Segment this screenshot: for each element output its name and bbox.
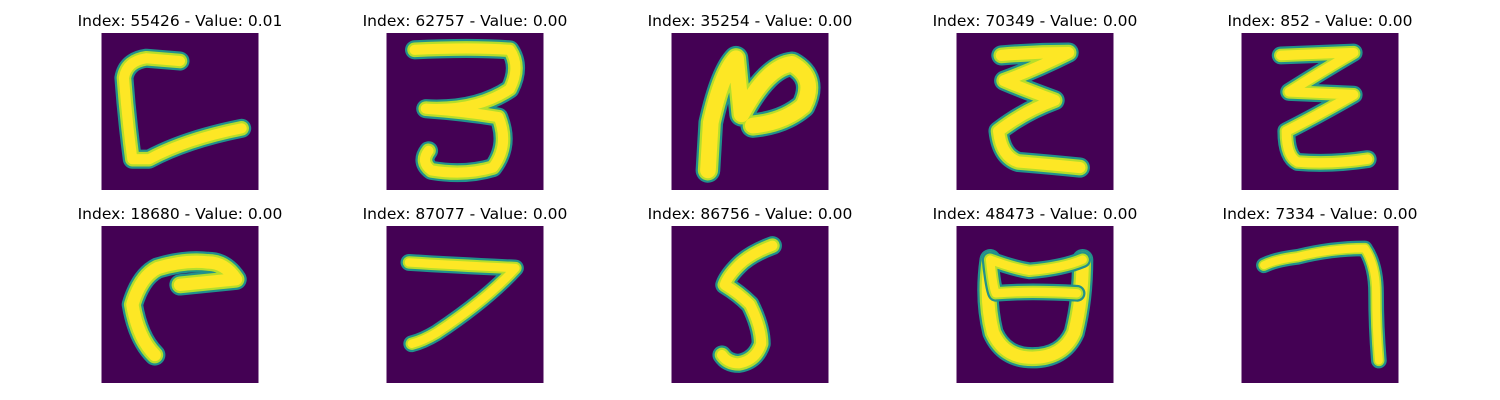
panel-title: Index: 87077 - Value: 0.00: [362, 205, 568, 223]
digit-image: [101, 226, 259, 383]
panel-7: Index: 87077 - Value: 0.00: [345, 204, 585, 384]
digit-image: [1241, 33, 1399, 190]
panel-1: Index: 55426 - Value: 0.01: [60, 11, 300, 191]
panel-title: Index: 35254 - Value: 0.00: [647, 12, 853, 30]
panel-5: Index: 852 - Value: 0.00: [1200, 11, 1440, 191]
panel-2: Index: 62757 - Value: 0.00: [345, 11, 585, 191]
panel-title: Index: 70349 - Value: 0.00: [932, 12, 1138, 30]
panel-title: Index: 852 - Value: 0.00: [1227, 12, 1413, 30]
digit-image: [956, 33, 1114, 190]
panel-8: Index: 86756 - Value: 0.00: [630, 204, 870, 384]
panel-9: Index: 48473 - Value: 0.00: [915, 204, 1155, 384]
digit-image: [386, 33, 544, 190]
digit-image: [671, 226, 829, 383]
digit-image: [671, 33, 829, 190]
digit-image: [386, 226, 544, 383]
panel-3: Index: 35254 - Value: 0.00: [630, 11, 870, 191]
panel-10: Index: 7334 - Value: 0.00: [1200, 204, 1440, 384]
panel-title: Index: 55426 - Value: 0.01: [77, 12, 283, 30]
digit-image: [1241, 226, 1399, 383]
panel-title: Index: 48473 - Value: 0.00: [932, 205, 1138, 223]
panel-title: Index: 62757 - Value: 0.00: [362, 12, 568, 30]
digit-image: [101, 33, 259, 190]
panel-title: Index: 86756 - Value: 0.00: [647, 205, 853, 223]
panel-4: Index: 70349 - Value: 0.00: [915, 11, 1155, 191]
panel-title: Index: 7334 - Value: 0.00: [1222, 205, 1418, 223]
digit-image: [956, 226, 1114, 383]
panel-title: Index: 18680 - Value: 0.00: [77, 205, 283, 223]
panel-6: Index: 18680 - Value: 0.00: [60, 204, 300, 384]
